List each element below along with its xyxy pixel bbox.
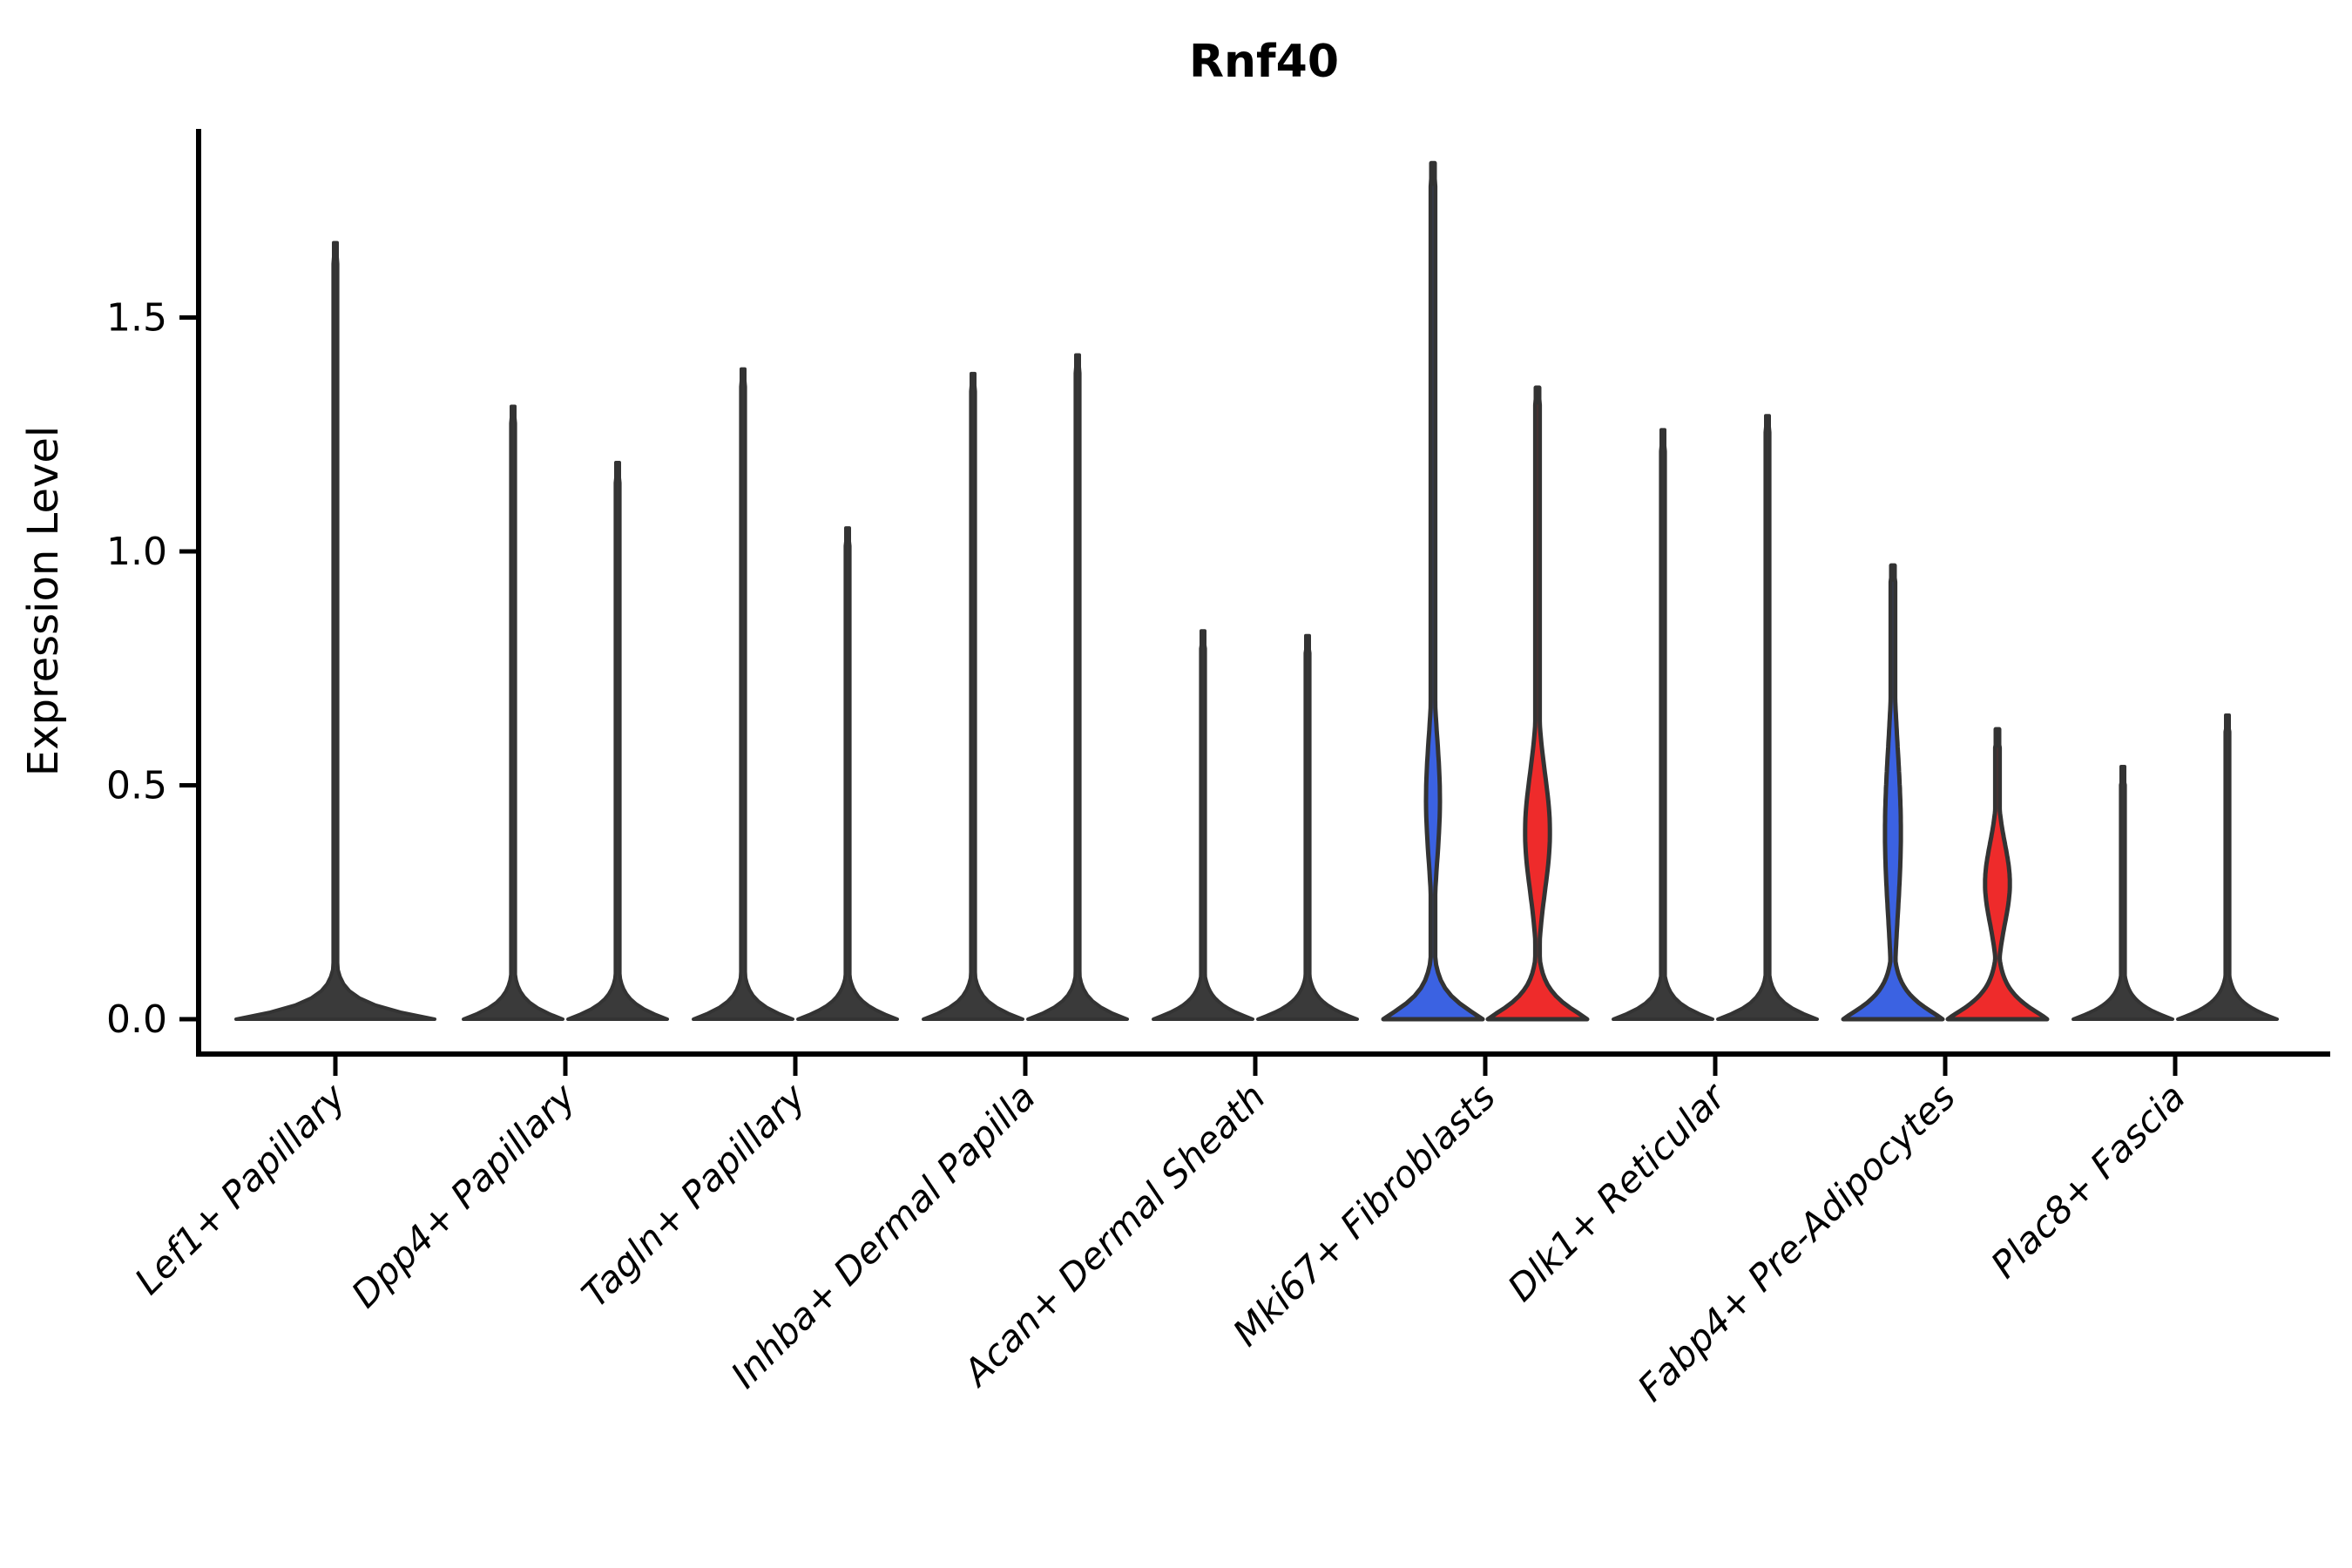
violin-plac8-fascia-right xyxy=(2176,713,2279,1021)
y-tick-label: 0.5 xyxy=(106,764,167,808)
x-category-label-mki67-fibroblasts: Mki67+ Fibroblasts xyxy=(1225,1075,1504,1354)
violin-mki67-fibroblasts-left xyxy=(1381,160,1485,1022)
violin-tagln-papillary-right xyxy=(796,526,899,1021)
y-tick-label: 1.5 xyxy=(106,296,167,341)
x-category-label-plac8-fascia: Plac8+ Fascia xyxy=(1983,1075,2193,1286)
x-category-label-dpp4-papillary: Dpp4+ Papillary xyxy=(343,1075,585,1316)
violin-plac8-fascia-left xyxy=(2072,765,2174,1021)
x-category-label-tagln-papillary: Tagln+ Papillary xyxy=(573,1075,814,1316)
violin-acan-dermal-sheath-right xyxy=(1256,633,1359,1021)
violin-mki67-fibroblasts-right xyxy=(1485,385,1590,1022)
x-category-label-lef1-papillary: Lef1+ Papillary xyxy=(126,1075,355,1303)
violin-fabp4-pre-adipocytes-left xyxy=(1841,563,1945,1022)
violin-fabp4-pre-adipocytes-right xyxy=(1945,727,2050,1022)
violin-tagln-papillary-left xyxy=(692,367,794,1021)
violin-inhba-dermal-papilla-left xyxy=(922,371,1024,1021)
violin-lef1-papillary-center xyxy=(234,240,436,1021)
y-tick-label: 1.0 xyxy=(106,530,167,574)
violin-dpp4-papillary-right xyxy=(566,461,669,1021)
y-tick-label: 0.0 xyxy=(106,997,167,1042)
violin-acan-dermal-sheath-left xyxy=(1152,629,1254,1021)
violin-dlk1-reticular-left xyxy=(1612,428,1714,1021)
violins-layer xyxy=(234,160,2279,1022)
chart-title: Rnf40 xyxy=(1189,36,1339,88)
x-category-label-dlk1-reticular: Dlk1+ Reticular xyxy=(1499,1073,1735,1309)
axes-layer xyxy=(179,129,2330,1076)
y-axis-label: Expression Level xyxy=(19,426,68,777)
violin-dpp4-papillary-left xyxy=(462,404,564,1021)
violin-inhba-dermal-papilla-right xyxy=(1026,353,1129,1021)
violin-dlk1-reticular-right xyxy=(1716,414,1819,1021)
